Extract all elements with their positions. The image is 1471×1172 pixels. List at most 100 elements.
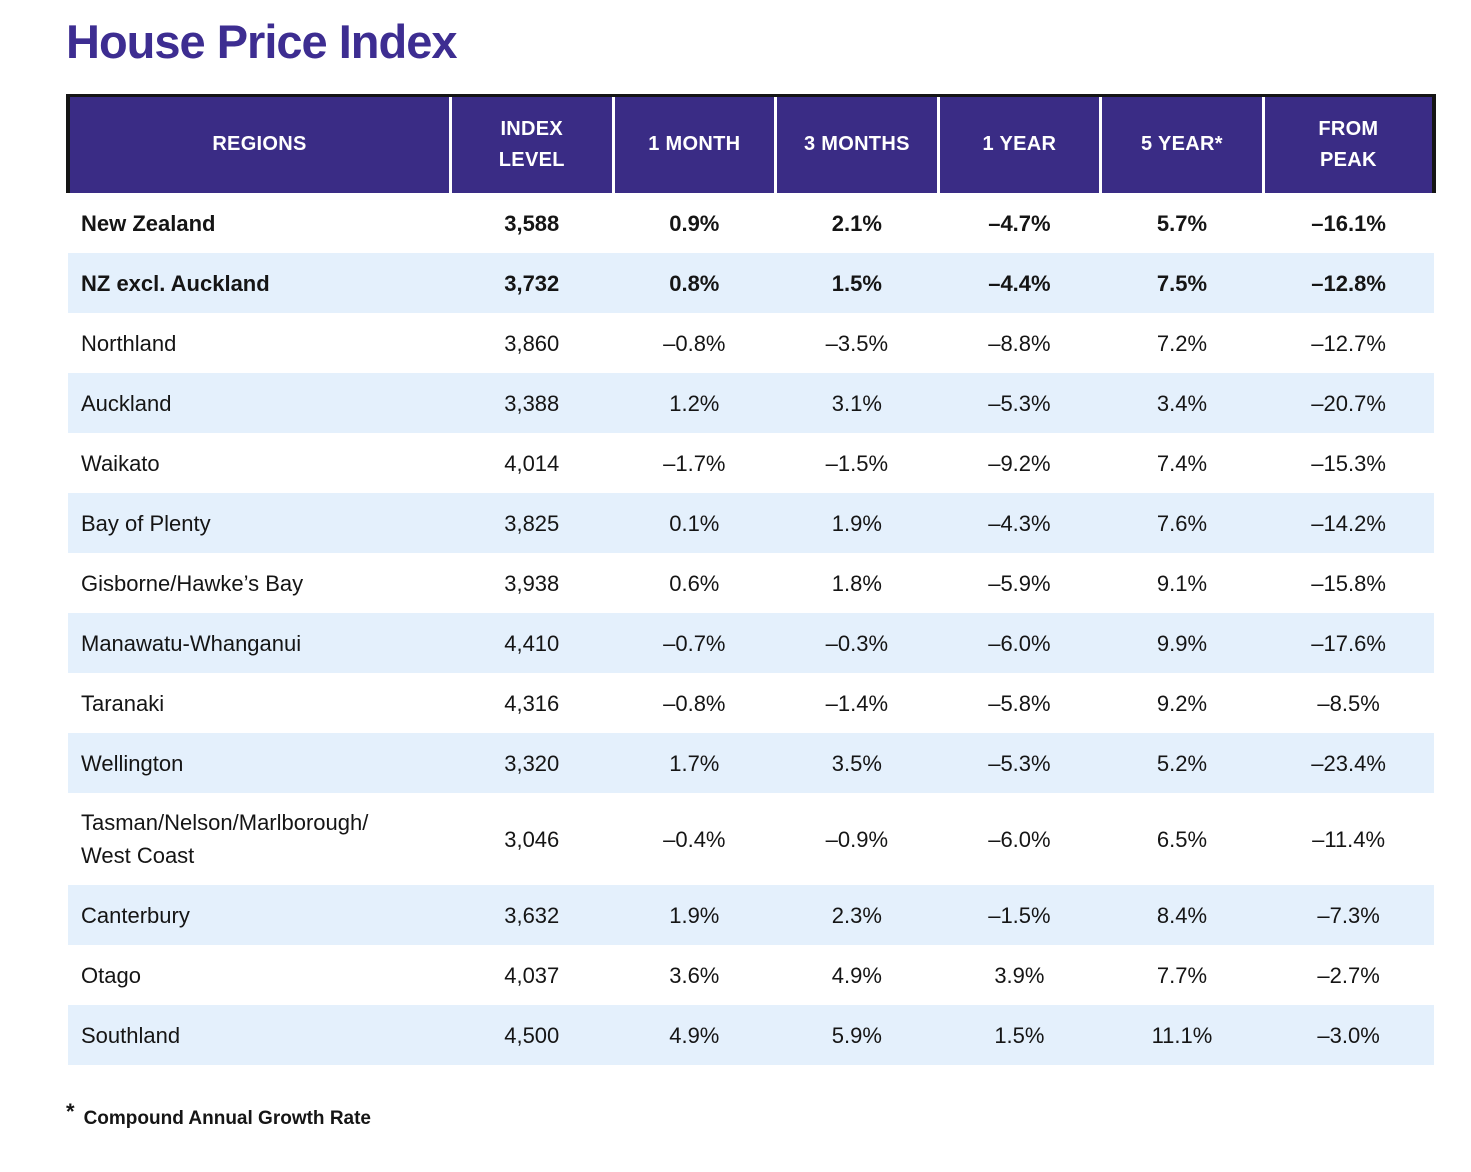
three-months-cell: 3.1% xyxy=(831,390,882,416)
one-year-cell: –6.0% xyxy=(988,826,1051,852)
index-level-cell: 4,014 xyxy=(504,450,560,476)
three-months-cell: –0.9% xyxy=(825,826,889,852)
index-level-cell: 3,388 xyxy=(504,390,560,416)
index-level-cell: 4,316 xyxy=(504,690,560,716)
column-header-3-months: 3 MONTHS xyxy=(774,93,939,194)
region-name-cell: New Zealand xyxy=(81,210,216,236)
five-year-cell: 7.4% xyxy=(1156,450,1208,476)
from-peak-cell: –16.1% xyxy=(1311,210,1386,236)
from-peak-cell: –12.8% xyxy=(1311,270,1386,296)
region-name-cell: Taranaki xyxy=(81,690,165,716)
region-name-cell: Wellington xyxy=(81,750,184,776)
five-year-cell: 9.1% xyxy=(1156,570,1208,596)
five-year-cell: 3.4% xyxy=(1156,390,1208,416)
index-level-cell: 3,732 xyxy=(504,270,560,296)
row-northland: Northland 3,860 –0.8% –3.5% –8.8% 7.2% –… xyxy=(68,313,1434,373)
column-header-regions: REGIONS xyxy=(65,93,451,194)
five-year-cell: 7.2% xyxy=(1156,330,1208,356)
row-manawatu-whanganui: Manawatu-Whanganui 4,410 –0.7% –0.3% –6.… xyxy=(68,613,1434,674)
row-new-zealand: New Zealand 3,588 0.9% 2.1% –4.7% 5.7% –… xyxy=(68,193,1434,253)
five-year-cell: 7.5% xyxy=(1156,270,1208,296)
region-name-cell: Canterbury xyxy=(81,902,190,928)
one-month-cell: –0.4% xyxy=(663,826,726,852)
from-peak-cell: –8.5% xyxy=(1317,690,1380,716)
row-canterbury: Canterbury 3,632 1.9% 2.3% –1.5% 8.4% –7… xyxy=(68,885,1434,946)
row-gisborne-hawkes-bay: Gisborne/Hawke’s Bay 3,938 0.6% 1.8% –5.… xyxy=(68,553,1434,613)
five-year-cell: 7.7% xyxy=(1156,962,1208,988)
one-year-cell: –5.3% xyxy=(988,750,1051,776)
one-year-cell: –1.5% xyxy=(988,902,1051,928)
from-peak-cell: –23.4% xyxy=(1311,750,1386,776)
three-months-cell: 1.8% xyxy=(831,570,882,596)
one-month-cell: 1.9% xyxy=(669,902,720,928)
five-year-cell: 6.5% xyxy=(1156,826,1208,852)
five-year-cell: 9.9% xyxy=(1156,630,1208,656)
region-name-cell: NZ excl. Auckland xyxy=(81,270,270,296)
row-southland: Southland 4,500 4.9% 5.9% 1.5% 11.1% –3.… xyxy=(68,1005,1434,1066)
row-tasman-nelson-marlborough-west-coast: Tasman/Nelson/Marlborough/ West Coast 3,… xyxy=(68,793,1434,885)
page-title: House Price Index xyxy=(66,15,458,68)
five-year-cell: 8.4% xyxy=(1156,902,1208,928)
table-header: REGIONS INDEX LEVEL 1 MONTH 3 MONTHS 1 Y… xyxy=(65,93,1436,194)
one-month-cell: 0.8% xyxy=(669,270,720,296)
one-year-cell: –4.3% xyxy=(988,510,1051,536)
column-header-1-year: 1 YEAR xyxy=(936,93,1101,194)
row-wellington: Wellington 3,320 1.7% 3.5% –5.3% 5.2% –2… xyxy=(68,733,1434,794)
house-price-index-table: REGIONS INDEX LEVEL 1 MONTH 3 MONTHS 1 Y… xyxy=(65,93,1436,1066)
one-year-cell: –6.0% xyxy=(988,630,1051,656)
one-year-cell: 3.9% xyxy=(994,962,1045,988)
three-months-cell: 2.3% xyxy=(831,902,882,928)
index-level-cell: 4,500 xyxy=(504,1022,560,1048)
region-name-cell: Otago xyxy=(81,962,141,988)
index-level-cell: 3,046 xyxy=(504,826,560,852)
region-name-cell: Gisborne/Hawke’s Bay xyxy=(81,570,304,596)
three-months-cell: –1.5% xyxy=(825,450,889,476)
index-level-cell: 3,588 xyxy=(504,210,560,236)
three-months-cell: 3.5% xyxy=(831,750,882,776)
column-header-5-year: 5 YEAR* xyxy=(1099,93,1264,194)
one-month-cell: –1.7% xyxy=(663,450,726,476)
from-peak-cell: –3.0% xyxy=(1317,1022,1380,1048)
from-peak-cell: –15.8% xyxy=(1311,570,1386,596)
from-peak-cell: –11.4% xyxy=(1312,826,1386,852)
row-bay-of-plenty: Bay of Plenty 3,825 0.1% 1.9% –4.3% 7.6%… xyxy=(68,493,1434,554)
header-row: REGIONS INDEX LEVEL 1 MONTH 3 MONTHS 1 Y… xyxy=(65,93,1436,194)
one-month-cell: 4.9% xyxy=(669,1022,720,1048)
one-year-cell: –5.3% xyxy=(988,390,1051,416)
one-month-cell: 0.6% xyxy=(669,570,720,596)
from-peak-cell: –12.7% xyxy=(1311,330,1386,356)
three-months-cell: 1.5% xyxy=(831,270,882,296)
index-level-cell: 4,037 xyxy=(504,962,560,988)
row-auckland: Auckland 3,388 1.2% 3.1% –5.3% 3.4% –20.… xyxy=(68,373,1434,434)
region-name-cell: Northland xyxy=(81,330,177,356)
region-name-cell: Tasman/Nelson/Marlborough/ West Coast xyxy=(81,810,369,869)
one-year-cell: –5.8% xyxy=(988,690,1051,716)
region-name-cell: Manawatu-Whanganui xyxy=(81,630,302,656)
index-level-cell: 4,410 xyxy=(504,630,560,656)
row-waikato: Waikato 4,014 –1.7% –1.5% –9.2% 7.4% –15… xyxy=(68,433,1434,493)
one-year-cell: 1.5% xyxy=(994,1022,1045,1048)
one-year-cell: –8.8% xyxy=(988,330,1051,356)
index-level-cell: 3,632 xyxy=(504,902,560,928)
footnote-text: Compound Annual Growth Rate xyxy=(83,1108,372,1130)
one-year-cell: –5.9% xyxy=(988,570,1051,596)
region-name-cell: Bay of Plenty xyxy=(81,510,211,536)
footnote: * Compound Annual Growth Rate xyxy=(66,1099,1436,1130)
from-peak-cell: –15.3% xyxy=(1311,450,1386,476)
three-months-cell: –3.5% xyxy=(825,330,889,356)
footnote-asterisk: * xyxy=(66,1099,75,1125)
from-peak-cell: –17.6% xyxy=(1311,630,1386,656)
one-year-cell: –4.4% xyxy=(988,270,1051,296)
index-level-cell: 3,825 xyxy=(504,510,560,536)
column-header-1-month: 1 MONTH xyxy=(611,93,776,194)
five-year-cell: 5.7% xyxy=(1156,210,1208,236)
index-level-cell: 3,938 xyxy=(504,570,560,596)
five-year-cell: 5.2% xyxy=(1156,750,1208,776)
column-header-from-peak: FROM PEAK xyxy=(1261,93,1436,194)
column-header-index-level: INDEX LEVEL xyxy=(448,93,614,194)
row-otago: Otago 4,037 3.6% 4.9% 3.9% 7.7% –2.7% xyxy=(68,945,1434,1005)
from-peak-cell: –7.3% xyxy=(1317,902,1380,928)
one-month-cell: 1.7% xyxy=(669,750,720,776)
three-months-cell: 2.1% xyxy=(831,210,882,236)
